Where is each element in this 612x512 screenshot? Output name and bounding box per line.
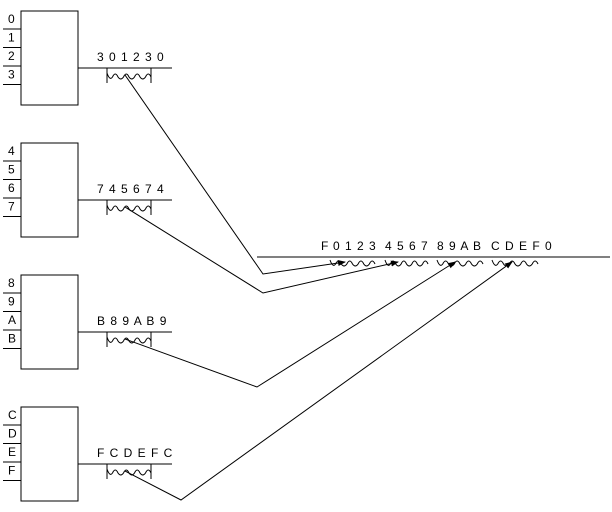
connector (124, 261, 513, 501)
connector (124, 206, 399, 294)
input-label: 1 (8, 31, 16, 45)
output-wave (106, 336, 152, 344)
input-label: A (8, 313, 17, 327)
block (20, 10, 79, 106)
merged-wave (329, 259, 376, 267)
input-label: 7 (8, 200, 16, 214)
output-wave (106, 204, 152, 212)
merged-label: 0 (545, 239, 553, 253)
block (20, 142, 79, 238)
merged-label: 0 1 2 3 (333, 239, 377, 253)
input-label: 0 (8, 12, 16, 26)
merged-wave (491, 259, 539, 267)
input-label: 5 (8, 163, 16, 177)
output-label: 3 0 1 2 3 0 (97, 50, 165, 64)
block (20, 406, 79, 502)
input-label: 6 (8, 181, 16, 195)
block (20, 274, 79, 370)
input-label: C (8, 408, 18, 422)
output-wave (106, 468, 152, 476)
output-label: B 8 9 A B 9 (97, 314, 167, 328)
input-label: 9 (8, 295, 16, 309)
connector (124, 261, 456, 388)
merged-label: C D E F (491, 239, 541, 253)
connector (124, 74, 346, 275)
input-label: E (8, 445, 17, 459)
merged-wave (436, 259, 484, 267)
input-label: 3 (8, 68, 16, 82)
input-label: D (8, 427, 18, 441)
input-label: F (8, 464, 16, 478)
merged-label: 4 5 6 7 (385, 239, 429, 253)
output-label: 7 4 5 6 7 4 (97, 182, 165, 196)
merged-label: 8 9 A B (437, 239, 482, 253)
input-label: 4 (8, 144, 16, 158)
output-wave (106, 72, 152, 80)
input-label: B (8, 332, 17, 346)
output-label: F C D E F C (97, 446, 173, 460)
merged-label: F (321, 239, 329, 253)
input-label: 8 (8, 276, 16, 290)
input-label: 2 (8, 49, 16, 63)
